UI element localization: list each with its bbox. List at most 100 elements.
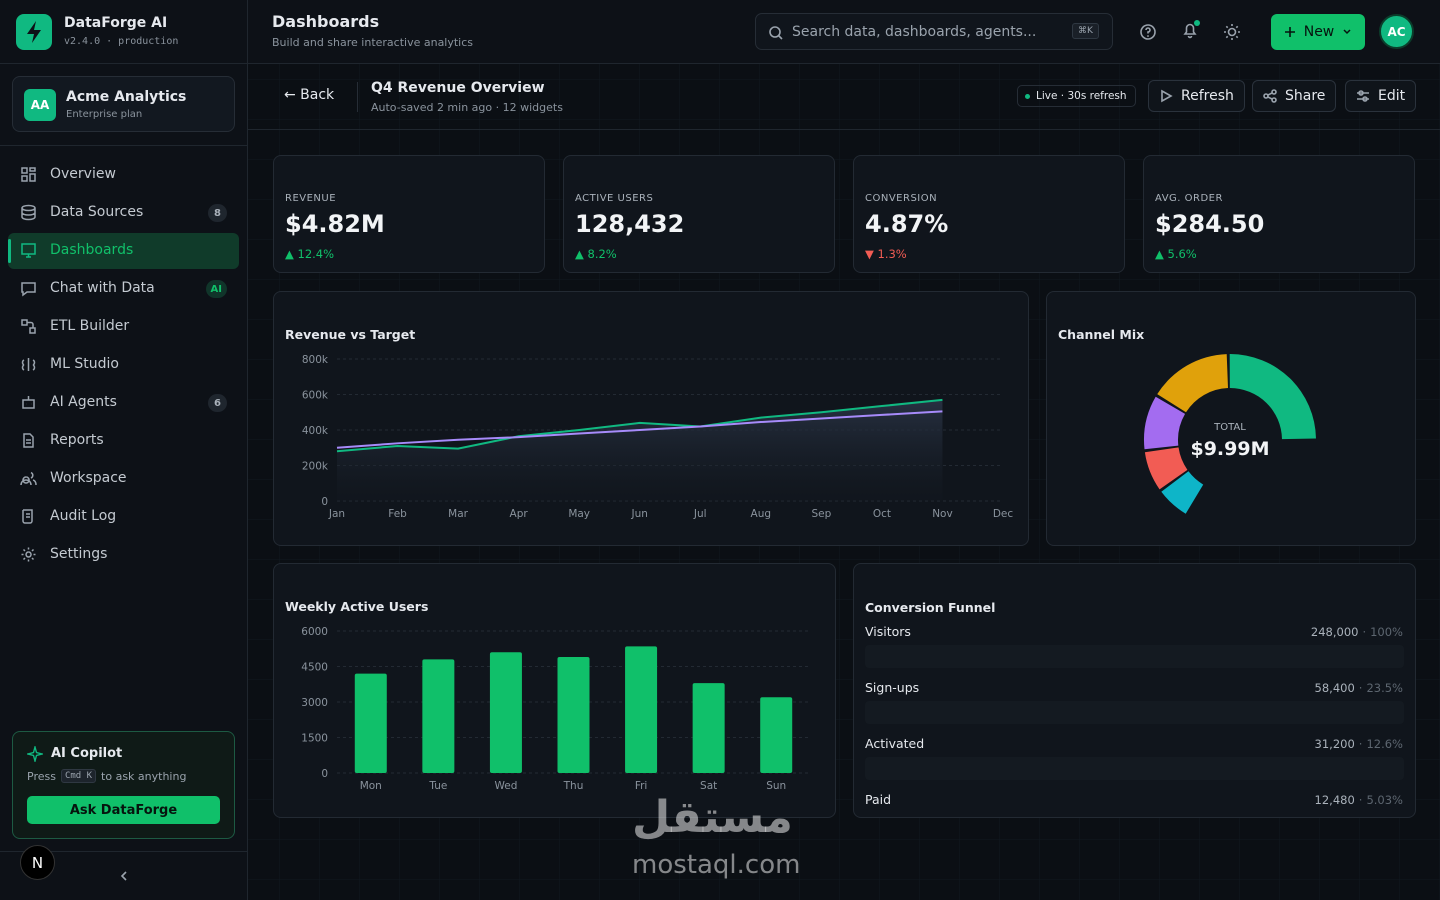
funnel-detail: 248,000 · 100% [1311, 625, 1403, 639]
ask-button[interactable]: Ask DataForge [27, 796, 220, 824]
live-text: Live · 30s refresh [1036, 90, 1127, 102]
x-tick-label: Apr [510, 508, 529, 520]
kpi-label: AVG. ORDER [1155, 193, 1223, 204]
nav-icon [22, 509, 33, 524]
divider [357, 82, 358, 112]
icon-shape [21, 243, 36, 258]
user-avatar[interactable]: N [20, 845, 55, 880]
nav-badge: 8 [208, 204, 227, 222]
back-button[interactable]: ← Back [284, 87, 335, 103]
nav-item[interactable]: Chat with Data AI [8, 271, 239, 307]
nav-label: Chat with Data [50, 280, 155, 296]
button-label: Refresh [1181, 88, 1234, 104]
nav-icon [23, 433, 34, 448]
nav-item[interactable]: Overview [8, 157, 239, 193]
donut-segment [1144, 396, 1186, 450]
theme-button[interactable] [1223, 23, 1241, 41]
funnel-label: Activated [865, 736, 925, 751]
kpi-card: CONVERSION 4.87% ▼ 1.3% [853, 155, 1125, 273]
chart-title: Channel Mix [1058, 327, 1144, 342]
nav-label: Reports [50, 432, 104, 448]
live-dot [1025, 94, 1030, 99]
collapse-button[interactable] [116, 868, 132, 884]
nav-label: ML Studio [50, 356, 119, 372]
bar [557, 657, 590, 773]
hint-text: Press [27, 769, 56, 783]
refresh-button[interactable]: Refresh [1148, 80, 1245, 112]
kbd: Cmd K [60, 769, 97, 783]
account-avatar[interactable]: AC [1379, 14, 1414, 49]
x-tick-label: Mar [448, 508, 468, 520]
nav-icon [22, 396, 35, 409]
nav-label: Settings [50, 546, 108, 562]
funnel-detail: 12,480 · 5.03% [1315, 793, 1403, 807]
kpi-delta: ▼ 1.3% [865, 247, 907, 261]
nav-item[interactable]: Data Sources 8 [8, 195, 239, 231]
x-tick-label: Dec [993, 508, 1014, 520]
funnel-card: Conversion Funnel Visitors 248,000 · 100% Si… [853, 563, 1416, 818]
nav-item[interactable]: Reports [8, 423, 239, 459]
funnel-share: 100% [1370, 625, 1403, 639]
share-button[interactable]: Share [1252, 80, 1337, 112]
y-tick-label: 0 [321, 768, 328, 780]
dashboard-meta: Auto-saved 2 min ago · 12 widgets [371, 101, 563, 114]
kbd: ⌘K [1072, 23, 1099, 39]
nav-item[interactable]: Settings [8, 537, 239, 573]
donut-segment [1144, 447, 1188, 490]
funnel-share: 23.5% [1366, 681, 1403, 695]
live-badge: Live · 30s refresh [1017, 85, 1136, 107]
sidebar: DataForge AI v2.4.0 · production AA Acme… [0, 0, 248, 900]
nav-icon [21, 204, 36, 221]
icon-shape [21, 204, 36, 221]
y-tick-label: 400k [302, 425, 329, 437]
nav-item[interactable]: Workspace [8, 461, 239, 497]
nav-icon [21, 167, 36, 182]
funnel-title: Conversion Funnel [865, 600, 996, 615]
icon-shape [22, 509, 33, 524]
kpi-card: AVG. ORDER $284.50 ▲ 5.6% [1143, 155, 1415, 273]
help-button[interactable] [1139, 23, 1157, 41]
x-tick-label: Jul [693, 508, 707, 520]
funnel-separator: · [1362, 625, 1367, 639]
x-tick-label: Mon [360, 780, 382, 792]
x-tick-label: Oct [873, 508, 891, 520]
nav-item[interactable]: Dashboards [8, 233, 239, 269]
donut-center-value: $9.99M [1190, 438, 1269, 460]
x-tick-label: Feb [388, 508, 407, 520]
nav-item[interactable]: ETL Builder [8, 309, 239, 345]
kpi-delta: ▲ 12.4% [285, 247, 335, 261]
line [336, 410, 943, 449]
kpi-value: 4.87% [865, 210, 949, 238]
org-switcher[interactable]: AA Acme Analytics Enterprise plan [12, 76, 235, 132]
button-label: Edit [1378, 88, 1406, 104]
edit-button[interactable]: Edit [1345, 80, 1417, 112]
funnel-label: Visitors [865, 624, 911, 639]
divider [0, 63, 247, 64]
nav-icon [21, 358, 36, 371]
icon-shape [21, 319, 36, 334]
hint-text: to ask anything [101, 769, 187, 783]
chart-title: Weekly Active Users [285, 599, 428, 614]
notifications-button[interactable] [1181, 19, 1201, 41]
watermark-arabic: مستقل [632, 792, 793, 843]
funnel-track [865, 757, 1404, 780]
kpi-label: REVENUE [285, 193, 337, 204]
new-button[interactable]: New [1271, 14, 1365, 50]
nav-icon [20, 471, 37, 486]
nav-item[interactable]: AI Agents 6 [8, 385, 239, 421]
funnel-separator: · [1358, 793, 1363, 807]
y-tick-label: 0 [321, 496, 328, 508]
nav-item[interactable]: ML Studio [8, 347, 239, 383]
y-tick-label: 1500 [301, 733, 328, 745]
nav-label: Data Sources [50, 204, 144, 220]
funnel-label: Paid [865, 792, 892, 807]
nav-item[interactable]: Audit Log [8, 499, 239, 535]
page-subtitle: Build and share interactive analytics [272, 36, 474, 49]
nav-label: Dashboards [50, 242, 134, 258]
y-tick-label: 6000 [301, 626, 328, 638]
y-tick-label: 600k [302, 390, 329, 402]
x-tick-label: Jan [328, 508, 345, 520]
funnel-track [865, 701, 1404, 724]
search-box[interactable]: Search data, dashboards, agents... ⌘K [755, 13, 1113, 50]
